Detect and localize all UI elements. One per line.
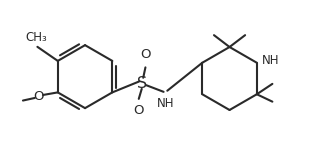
Text: S: S [137,76,147,91]
Text: NH: NH [157,97,174,110]
Text: O: O [140,49,151,61]
Text: CH₃: CH₃ [25,31,47,44]
Text: O: O [134,104,144,117]
Text: NH: NH [262,54,280,67]
Text: O: O [33,90,44,103]
